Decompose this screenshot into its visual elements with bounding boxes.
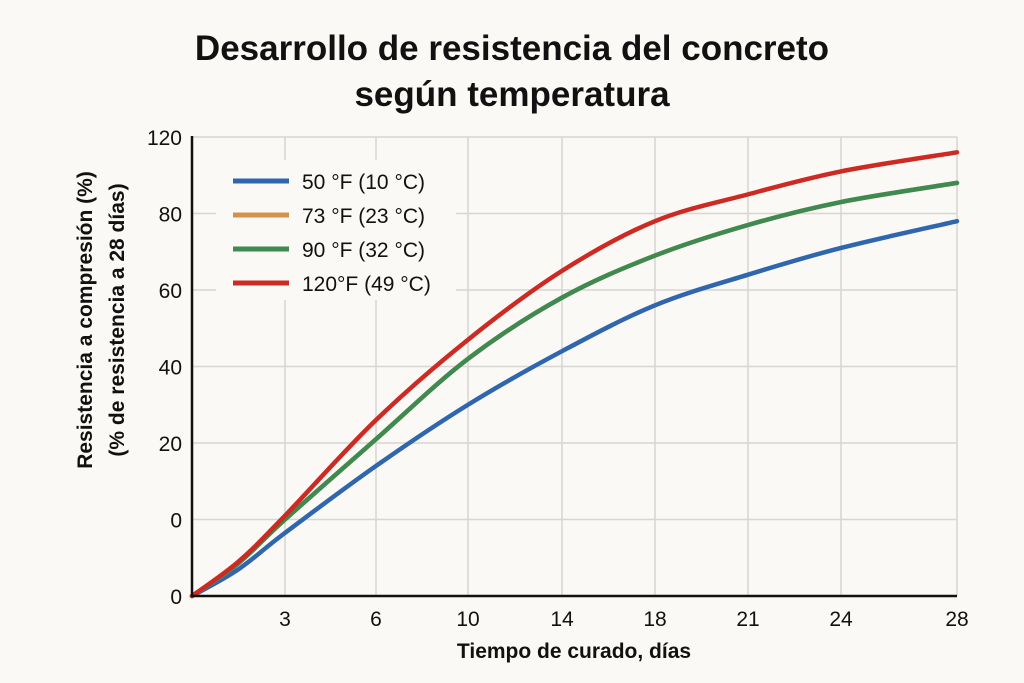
legend-label: 90 °F (32 °C)	[302, 239, 425, 262]
legend: 50 °F (10 °C) 73 °F (23 °C) 90 °F (32 °C) 1…	[216, 160, 456, 300]
y-axis-label-line-2: (% de resistencia a 28 días)	[106, 183, 129, 456]
series-line-0	[189, 218, 960, 599]
x-tick-label: 28	[945, 608, 968, 631]
y-tick-label: 120	[147, 127, 182, 150]
x-tick-label: 10	[456, 608, 479, 631]
y-tick-label: 0	[170, 586, 182, 609]
y-tick-label: 60	[159, 280, 182, 303]
series-line-3	[189, 150, 960, 599]
chart-title-line-1: Desarrollo de resistencia del concreto	[194, 29, 830, 68]
axes	[190, 136, 957, 598]
series-lines	[189, 150, 960, 599]
tick-labels: 0 0 20 40 60 80 120 3 6 10 14 18 21 24 28	[147, 127, 969, 631]
y-axis-label-line-1: Resistencia a compresión (%)	[74, 171, 97, 469]
y-tick-label: 20	[159, 433, 182, 456]
x-tick-label: 6	[370, 608, 382, 631]
legend-label: 50 °F (10 °C)	[302, 171, 425, 194]
x-tick-label: 14	[550, 608, 574, 631]
x-tick-label: 24	[829, 608, 853, 631]
y-tick-label: 80	[159, 204, 182, 227]
series-line-2	[189, 180, 960, 599]
y-tick-label: 0	[170, 510, 182, 533]
x-tick-label: 18	[643, 608, 666, 631]
y-tick-label: 40	[159, 357, 182, 380]
x-tick-label: 21	[736, 608, 759, 631]
legend-label: 73 °F (23 °C)	[302, 205, 425, 228]
x-axis-label: Tiempo de curado, días	[457, 640, 691, 663]
chart-title-line-2: según temperatura	[354, 75, 670, 114]
chart-title: Desarrollo de resistencia del concreto s…	[0, 26, 1024, 118]
legend-label: 120°F (49 °C)	[302, 273, 431, 296]
x-tick-label: 3	[279, 608, 291, 631]
